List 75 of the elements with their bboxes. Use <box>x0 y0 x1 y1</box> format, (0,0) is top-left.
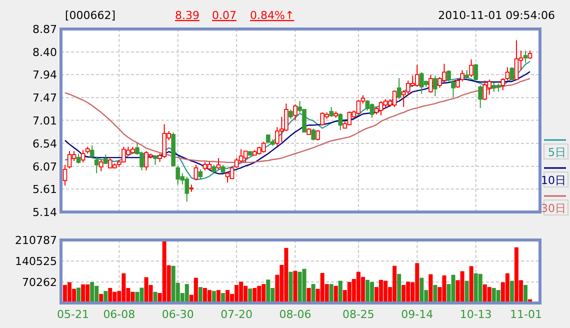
candlestick <box>505 66 510 82</box>
candlestick <box>98 159 104 172</box>
y-tick-label: 140525 <box>15 255 57 268</box>
text: 2010-11-01 09:54:06 <box>438 9 555 22</box>
candlestick <box>383 98 388 109</box>
line-series <box>64 78 531 164</box>
text: 0.84%↑ <box>250 9 294 22</box>
candlestick <box>414 64 420 88</box>
candlestick <box>370 103 374 118</box>
candlestick <box>451 80 456 98</box>
candlestick <box>396 78 402 100</box>
candlestick <box>80 150 86 163</box>
x-tick-label: 10-13 <box>460 308 492 321</box>
candlestick <box>176 165 180 186</box>
y-tick-label: 70262 <box>22 276 57 289</box>
candlestick <box>392 90 397 108</box>
candlestick <box>514 40 519 82</box>
candlestick <box>338 112 343 131</box>
candlestick <box>356 100 361 115</box>
y-tick-label: 6.07 <box>32 160 57 174</box>
y-tick-label: 5.61 <box>32 182 57 196</box>
candlestick <box>261 141 266 154</box>
legend-label: 5日 <box>548 146 566 159</box>
candlestick <box>347 110 352 126</box>
candlestick <box>378 100 384 116</box>
candlestick <box>216 158 221 170</box>
chart-title: [000662] <box>65 9 116 22</box>
candlestick <box>67 150 72 169</box>
candlestick <box>469 58 474 78</box>
candlestick <box>153 154 158 166</box>
candlestick <box>225 171 230 184</box>
candlestick <box>365 100 370 111</box>
y-tick-label: 6.54 <box>32 137 57 150</box>
x-tick-label: 06-30 <box>162 308 194 321</box>
x-tick-label: 07-20 <box>220 308 253 321</box>
candlestick <box>510 66 514 82</box>
candlestick <box>329 106 334 118</box>
y-tick-label: 210787 <box>15 234 57 247</box>
candlestick <box>194 164 198 181</box>
x-tick-label: 08-25 <box>342 308 374 321</box>
candlestick <box>446 70 451 82</box>
candlestick <box>492 82 496 92</box>
candlestick <box>482 80 488 101</box>
text: 0.07 <box>212 9 236 22</box>
candlestick <box>234 158 239 168</box>
y-tick-label: 7.94 <box>32 68 57 82</box>
candlestick <box>243 150 248 163</box>
candlestick <box>523 50 528 64</box>
x-tick-label: 09-14 <box>401 308 434 321</box>
candlestick <box>90 144 94 160</box>
candlestick <box>288 108 293 120</box>
legend-label: 30日 <box>541 202 566 215</box>
candlestick <box>94 156 99 174</box>
candlestick <box>474 63 478 82</box>
y-tick-label: 8.87 <box>32 23 57 36</box>
x-tick-label: 08-06 <box>279 308 312 321</box>
x-tick-label: 11-01 <box>510 308 542 321</box>
y-tick-label: 7.47 <box>32 92 57 105</box>
candlestick <box>76 153 81 164</box>
candlestick <box>433 75 438 97</box>
candlestick <box>311 128 316 141</box>
candlestick <box>478 84 482 108</box>
legend-label: 10日 <box>541 174 566 187</box>
y-tick-label: 7.01 <box>32 114 57 128</box>
candlestick <box>293 104 298 121</box>
y-tick-label: 8.40 <box>32 46 57 60</box>
candlestick <box>500 78 506 91</box>
x-tick-label: 05-21 <box>57 308 89 321</box>
text: 8.39 <box>175 9 200 22</box>
y-tick-label: 5.14 <box>32 206 57 219</box>
x-tick-label: 06-08 <box>103 308 136 321</box>
candlestick <box>316 130 320 141</box>
candlestick <box>230 166 234 180</box>
candlestick <box>198 168 203 180</box>
candlestick <box>428 74 433 94</box>
